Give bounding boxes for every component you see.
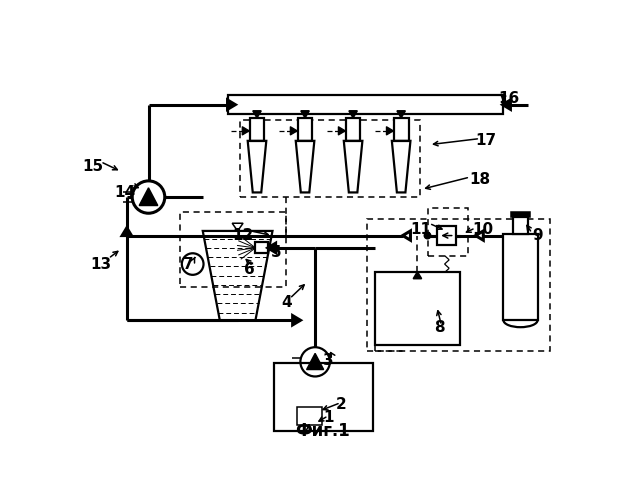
Polygon shape [307, 354, 324, 370]
Polygon shape [476, 231, 483, 240]
Text: 2: 2 [335, 398, 346, 412]
Text: 15: 15 [82, 159, 103, 174]
Text: 11: 11 [411, 222, 432, 237]
Polygon shape [397, 111, 405, 117]
Text: 10: 10 [472, 222, 494, 237]
Bar [249, 118, 265, 141]
Text: 6: 6 [244, 262, 255, 277]
Text: 1: 1 [323, 410, 333, 425]
Bar [428, 208, 468, 256]
Polygon shape [139, 188, 158, 206]
Text: 12: 12 [232, 228, 254, 243]
Bar [513, 217, 528, 234]
Text: 9: 9 [532, 228, 543, 243]
Polygon shape [268, 244, 275, 252]
Polygon shape [122, 228, 132, 235]
Bar [437, 226, 456, 245]
Text: 14: 14 [115, 185, 136, 200]
Bar [298, 118, 312, 141]
Bar [511, 212, 530, 217]
Bar [367, 218, 550, 351]
Polygon shape [338, 126, 345, 135]
Circle shape [424, 232, 431, 239]
Polygon shape [349, 111, 357, 117]
Bar [503, 234, 537, 320]
Text: 8: 8 [434, 320, 444, 336]
Bar [375, 272, 460, 345]
Text: 17: 17 [475, 134, 496, 148]
Text: 7: 7 [183, 256, 194, 272]
Bar [227, 96, 503, 114]
Polygon shape [293, 316, 301, 325]
Text: 5: 5 [271, 245, 282, 260]
Polygon shape [301, 111, 309, 117]
Text: 4: 4 [281, 295, 292, 310]
Polygon shape [413, 272, 421, 278]
Text: 3: 3 [323, 353, 334, 368]
Polygon shape [243, 126, 249, 135]
Polygon shape [253, 111, 261, 117]
Text: 18: 18 [469, 172, 491, 187]
Bar [240, 120, 420, 197]
Polygon shape [403, 231, 411, 240]
Bar [255, 242, 268, 254]
Bar [274, 364, 373, 431]
Text: 16: 16 [498, 91, 520, 106]
Bar [394, 118, 408, 141]
Polygon shape [503, 100, 510, 110]
Text: 13: 13 [90, 256, 111, 272]
Polygon shape [386, 126, 393, 135]
Polygon shape [290, 126, 297, 135]
Bar [346, 118, 360, 141]
Polygon shape [227, 100, 235, 110]
Bar [297, 406, 322, 425]
Text: Фиг.1: Фиг.1 [295, 422, 350, 440]
Bar [180, 212, 287, 287]
